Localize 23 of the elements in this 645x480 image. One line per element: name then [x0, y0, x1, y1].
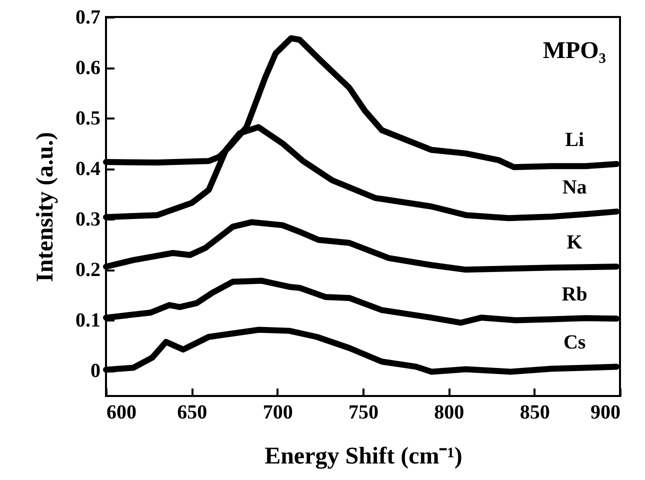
- x-axis-title: Energy Shift (cm⁻¹): [264, 444, 462, 470]
- series-label: Li: [565, 129, 584, 152]
- y-tick-label: 0.3: [76, 208, 100, 231]
- x-tick-label: 850: [520, 402, 550, 424]
- series-label: K: [566, 232, 583, 254]
- y-tick-label: 0.6: [76, 57, 100, 80]
- series-label: Cs: [563, 332, 586, 354]
- y-tick-label: 0.2: [76, 259, 100, 282]
- y-tick-label: 0: [90, 360, 100, 382]
- annotation: MPO₃: [542, 38, 606, 64]
- y-tick-label: 0.7: [76, 6, 100, 28]
- x-tick-label: 900: [590, 402, 620, 424]
- x-tick-label: 750: [348, 402, 378, 424]
- y-axis-title: Intensity (a.u.): [32, 132, 58, 282]
- x-tick-label: 700: [262, 402, 293, 424]
- y-tick-label: 0.5: [76, 108, 100, 130]
- y-tick-label: 0.4: [76, 158, 100, 180]
- x-tick-label: 600: [106, 402, 136, 424]
- x-tick-label: 650: [177, 402, 208, 424]
- x-tick-label: 800: [434, 402, 464, 424]
- series-label: Rb: [562, 284, 588, 306]
- y-tick-label: 0.1: [76, 310, 100, 332]
- series-label: Na: [562, 176, 587, 199]
